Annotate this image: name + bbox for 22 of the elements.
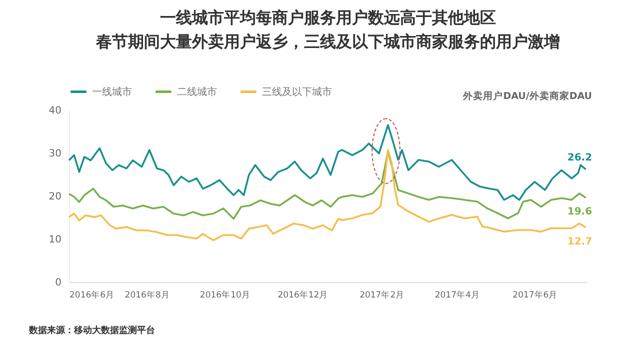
- y-tick-label: 0: [55, 278, 62, 288]
- data-label: 19.6: [567, 206, 592, 218]
- x-tick-label: 2016年12月: [278, 290, 328, 300]
- x-tick-label: 2017年2月: [360, 290, 405, 300]
- x-tick-label: 2017年4月: [434, 290, 480, 300]
- legend-label: 二线城市: [177, 86, 217, 98]
- text: 一线城市平均每商户服务用户数远高于其他地区: [160, 8, 496, 27]
- x-tick-label: 2017年6月: [512, 290, 558, 300]
- y-tick-label: 40: [48, 106, 62, 116]
- source-note: 数据来源：移动大数据监测平台: [28, 325, 155, 336]
- x-tick-label: 2016年8月: [124, 290, 170, 300]
- y-axis-title: 外卖用户DAU/外卖商家DAU: [462, 90, 592, 102]
- x-tick-label: 2016年10月: [200, 290, 250, 300]
- y-tick-label: 30: [48, 148, 62, 160]
- y-tick-label: 20: [48, 192, 62, 202]
- legend-label: 一线城市: [92, 86, 132, 98]
- x-tick-label: 2016年6月: [70, 290, 115, 300]
- legend-label: 三线及以下城市: [262, 86, 332, 98]
- text: 春节期间大量外卖用户返乡，三线及以下城市商家服务的用户激增: [96, 32, 560, 51]
- data-label: 12.7: [567, 236, 592, 248]
- data-label: 26.2: [567, 152, 592, 164]
- y-tick-label: 10: [48, 234, 62, 246]
